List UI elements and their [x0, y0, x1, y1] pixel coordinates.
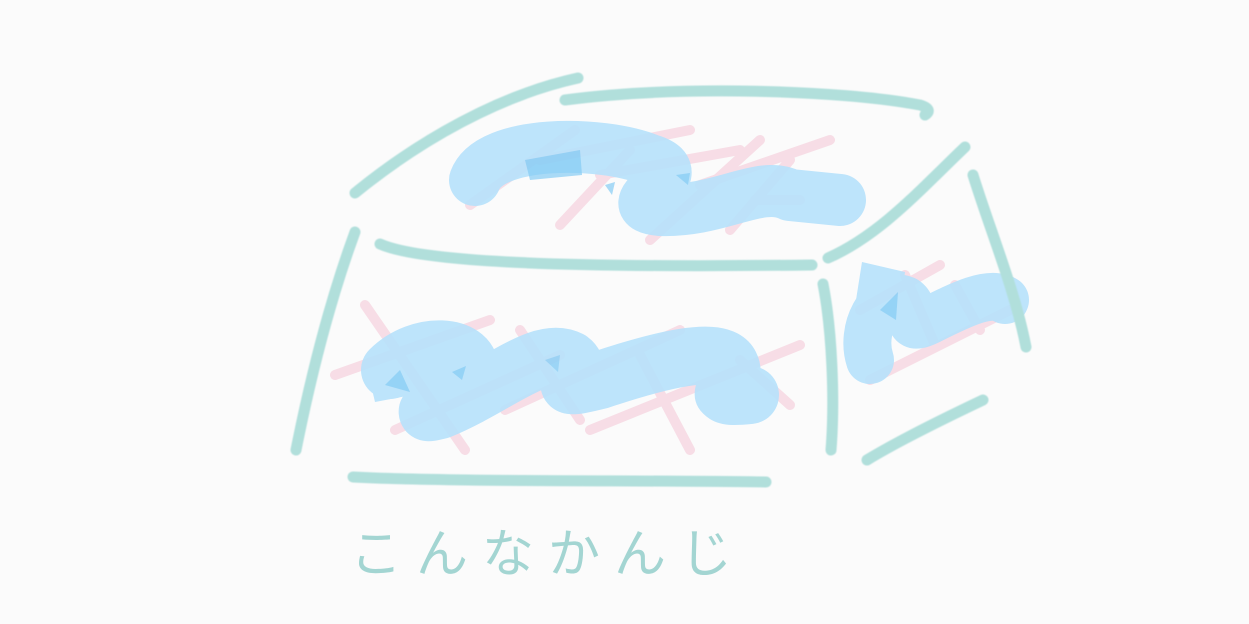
top-back-left-edge [349, 72, 584, 199]
handwritten-caption: こんなかんじ [350, 525, 747, 585]
side-bottom-edge [861, 394, 989, 466]
top-right-edge [822, 141, 971, 264]
box-outline [290, 72, 1032, 488]
front-top-edge [374, 238, 818, 272]
front-right-edge [817, 278, 839, 456]
side-back-edge [967, 169, 1032, 353]
top-back-edge [559, 85, 934, 121]
front-left-edge [290, 226, 361, 456]
front-bottom-edge [347, 471, 772, 488]
blue-fill-strokes [361, 120, 1029, 442]
